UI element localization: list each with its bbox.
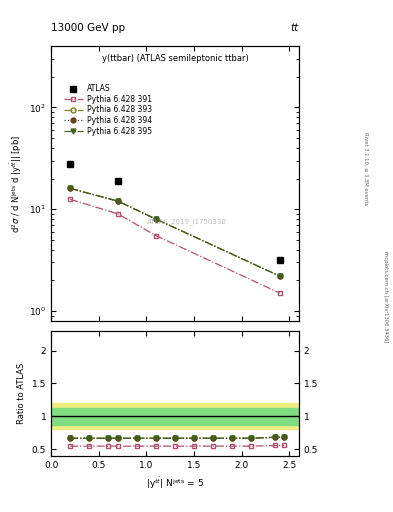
Line: Pythia 6.428 393: Pythia 6.428 393: [68, 186, 282, 279]
Line: ATLAS: ATLAS: [67, 161, 283, 263]
Pythia 6.428 394: [68, 185, 72, 191]
Legend: ATLAS, Pythia 6.428 391, Pythia 6.428 393, Pythia 6.428 394, Pythia 6.428 395: ATLAS, Pythia 6.428 391, Pythia 6.428 39…: [62, 83, 153, 137]
Y-axis label: Ratio to ATLAS: Ratio to ATLAS: [17, 362, 26, 424]
Pythia 6.428 391: [116, 211, 120, 217]
ATLAS: [277, 257, 282, 263]
Pythia 6.428 393: [277, 273, 282, 279]
Text: mcplots.cern.ch [arXiv:1306.3436]: mcplots.cern.ch [arXiv:1306.3436]: [383, 251, 387, 343]
Pythia 6.428 395: [277, 273, 282, 279]
Pythia 6.428 394: [116, 198, 120, 204]
Line: Pythia 6.428 391: Pythia 6.428 391: [68, 197, 282, 295]
X-axis label: |y$^{t\bar{t}}$| N$^{\rm jets}$ = 5: |y$^{t\bar{t}}$| N$^{\rm jets}$ = 5: [146, 475, 204, 491]
Bar: [51, 403, 299, 430]
Line: Pythia 6.428 394: Pythia 6.428 394: [68, 186, 282, 279]
Pythia 6.428 391: [68, 196, 72, 202]
Pythia 6.428 395: [68, 185, 72, 191]
Text: tt: tt: [290, 23, 299, 33]
ATLAS: [116, 178, 120, 184]
Pythia 6.428 393: [154, 216, 158, 222]
Text: ATLAS_2019_I1750330: ATLAS_2019_I1750330: [147, 219, 227, 225]
Text: Rivet 3.1.10, ≥ 3.3M events: Rivet 3.1.10, ≥ 3.3M events: [363, 132, 368, 206]
Pythia 6.428 395: [116, 198, 120, 204]
Pythia 6.428 391: [154, 232, 158, 239]
Pythia 6.428 391: [277, 290, 282, 296]
Text: 13000 GeV pp: 13000 GeV pp: [51, 23, 125, 33]
Pythia 6.428 395: [154, 216, 158, 222]
Line: Pythia 6.428 395: Pythia 6.428 395: [68, 186, 282, 279]
Bar: [51, 408, 299, 425]
Pythia 6.428 393: [68, 185, 72, 191]
Pythia 6.428 394: [154, 216, 158, 222]
Y-axis label: d$^2\sigma$ / d N$^{\rm jets}$ d |y$^{t\bar{t}}$|| [pb]: d$^2\sigma$ / d N$^{\rm jets}$ d |y$^{t\…: [8, 134, 24, 232]
Text: y(ttbar) (ATLAS semileptonic ttbar): y(ttbar) (ATLAS semileptonic ttbar): [101, 54, 248, 63]
Pythia 6.428 393: [116, 198, 120, 204]
Pythia 6.428 394: [277, 273, 282, 279]
ATLAS: [68, 161, 72, 167]
